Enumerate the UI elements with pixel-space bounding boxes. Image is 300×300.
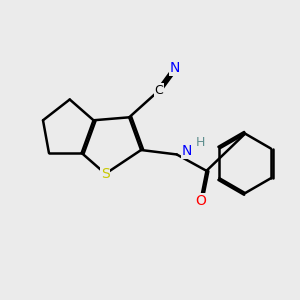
Text: S: S [101, 167, 110, 181]
Text: H: H [196, 136, 206, 149]
Text: C: C [154, 84, 163, 97]
Text: O: O [195, 194, 206, 208]
Text: N: N [181, 145, 192, 158]
Text: N: N [170, 61, 181, 75]
